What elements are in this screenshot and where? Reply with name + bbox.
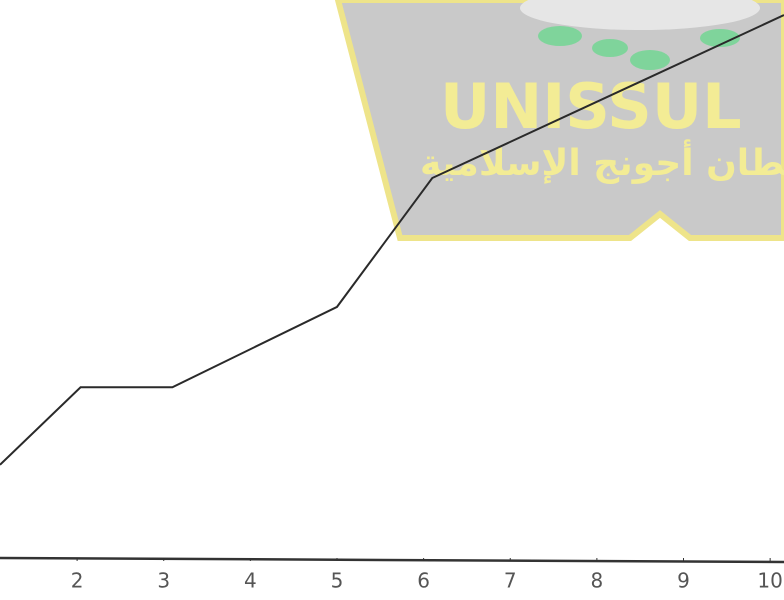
x-tick-label: 10 bbox=[757, 569, 782, 593]
data-line bbox=[0, 14, 784, 466]
x-tick-label: 5 bbox=[331, 569, 344, 593]
x-tick-label: 4 bbox=[244, 569, 257, 593]
watermark-emblem bbox=[520, 0, 760, 30]
watermark-leaf bbox=[630, 50, 670, 70]
x-tick-label: 7 bbox=[504, 569, 517, 593]
x-axis bbox=[0, 556, 784, 564]
watermark-leaf bbox=[538, 26, 582, 46]
x-tick-label: 8 bbox=[591, 569, 604, 593]
watermark-title: UNISSUL bbox=[440, 70, 742, 143]
x-tick-label: 9 bbox=[677, 569, 690, 593]
x-tick-label: 2 bbox=[71, 569, 84, 593]
x-tick-label: 6 bbox=[417, 569, 430, 593]
watermark-leaf bbox=[700, 29, 740, 47]
watermark-subtitle: سلطان أجونج الإسلامية bbox=[420, 139, 784, 184]
watermark-leaf bbox=[592, 39, 628, 57]
x-tick-label: 3 bbox=[157, 569, 170, 593]
